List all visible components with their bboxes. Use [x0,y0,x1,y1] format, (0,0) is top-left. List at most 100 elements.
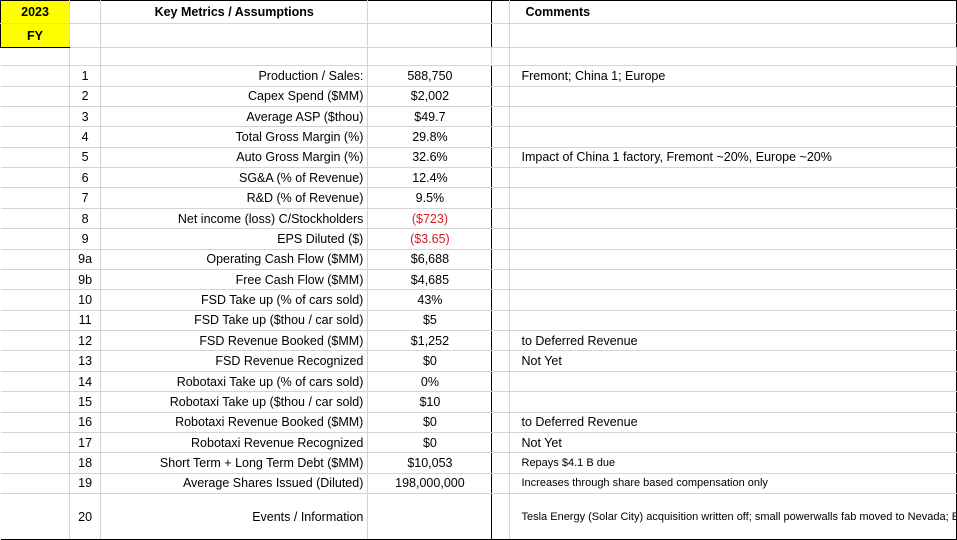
blank-cell[interactable] [0,249,71,270]
value-header-cell[interactable] [367,0,493,25]
metric-label-cell[interactable]: SG&A (% of Revenue) [100,167,369,189]
blank-cell[interactable] [69,23,102,48]
row-number-cell[interactable]: 9b [69,269,102,291]
blank-cell[interactable] [491,411,510,433]
metric-value-cell[interactable]: $0 [367,411,493,433]
comment-cell[interactable] [508,126,957,148]
blank-cell[interactable] [100,46,369,67]
spacer-cell[interactable] [491,0,510,25]
metric-value-cell[interactable]: 29.8% [367,126,493,148]
comment-cell[interactable] [508,310,957,332]
comment-cell[interactable] [508,86,957,107]
metric-label-cell[interactable]: FSD Revenue Recognized [100,350,369,372]
metric-label-cell[interactable]: FSD Revenue Booked ($MM) [100,330,369,352]
metric-value-cell[interactable]: $2,002 [367,86,493,107]
blank-cell[interactable] [0,269,71,291]
comment-cell[interactable] [508,269,957,291]
metric-value-cell[interactable]: $4,685 [367,269,493,291]
metric-label-cell[interactable]: Free Cash Flow ($MM) [100,269,369,291]
row-number-cell[interactable]: 16 [69,411,102,433]
row-number-cell[interactable]: 9 [69,228,102,250]
metric-label-cell[interactable]: Average Shares Issued (Diluted) [100,473,369,495]
metric-value-cell[interactable]: $49.7 [367,106,493,128]
metric-value-cell[interactable]: ($723) [367,208,493,230]
metric-value-cell[interactable]: $10,053 [367,452,493,474]
row-number-cell[interactable]: 14 [69,371,102,393]
metric-value-cell[interactable]: ($3.65) [367,228,493,250]
blank-cell[interactable] [0,493,71,540]
comment-cell[interactable]: Not Yet [508,432,957,454]
blank-cell[interactable] [491,330,510,352]
blank-cell[interactable] [491,310,510,332]
blank-cell[interactable] [0,147,71,169]
year-cell[interactable]: 2023 [0,0,71,25]
metric-value-cell[interactable]: 198,000,000 [367,473,493,495]
metric-value-cell[interactable]: $1,252 [367,330,493,352]
metric-value-cell[interactable] [367,493,493,540]
blank-cell[interactable] [0,228,71,250]
metric-value-cell[interactable]: $5 [367,310,493,332]
metric-label-cell[interactable]: Robotaxi Revenue Booked ($MM) [100,411,369,433]
fy-cell[interactable]: FY [0,23,71,48]
metric-label-cell[interactable]: FSD Take up ($thou / car sold) [100,310,369,332]
metric-value-cell[interactable]: $0 [367,350,493,372]
metrics-title-cell[interactable]: Key Metrics / Assumptions [100,0,369,25]
metric-label-cell[interactable]: EPS Diluted ($) [100,228,369,250]
metric-value-cell[interactable]: 0% [367,371,493,393]
metric-label-cell[interactable]: Total Gross Margin (%) [100,126,369,148]
comment-cell[interactable] [508,289,957,311]
blank-cell[interactable] [0,289,71,311]
blank-cell[interactable] [0,126,71,148]
blank-cell[interactable] [0,167,71,189]
blank-cell[interactable] [491,126,510,148]
metric-label-cell[interactable]: Robotaxi Take up ($thou / car sold) [100,391,369,413]
metric-label-cell[interactable]: R&D (% of Revenue) [100,187,369,209]
blank-cell[interactable] [0,46,71,67]
blank-cell[interactable] [0,187,71,209]
blank-cell[interactable] [491,147,510,169]
metric-label-cell[interactable]: Events / Information [100,493,369,540]
comment-cell[interactable] [508,249,957,270]
blank-cell[interactable] [509,46,957,67]
row-number-cell[interactable]: 15 [69,391,102,413]
metric-value-cell[interactable]: 588,750 [367,65,493,87]
metric-label-cell[interactable]: Average ASP ($thou) [100,106,369,128]
comment-cell[interactable] [508,167,957,189]
row-number-cell[interactable]: 10 [69,289,102,311]
comment-cell[interactable] [508,371,957,393]
blank-cell[interactable] [491,106,510,128]
blank-cell[interactable] [491,167,510,189]
comment-cell[interactable]: Fremont; China 1; Europe [508,65,957,87]
blank-cell[interactable] [0,371,71,393]
blank-cell[interactable] [491,452,510,474]
blank-cell[interactable] [0,411,71,433]
row-number-cell[interactable]: 19 [69,473,102,495]
blank-cell[interactable] [0,391,71,413]
comment-cell[interactable]: to Deferred Revenue [508,411,957,433]
blank-cell[interactable] [491,46,510,67]
comment-cell[interactable] [508,208,957,230]
row-number-cell[interactable]: 7 [69,187,102,209]
blank-cell[interactable] [367,23,493,48]
blank-cell[interactable] [491,473,510,495]
blank-cell[interactable] [100,23,369,48]
row-number-cell[interactable]: 20 [69,493,102,540]
comment-cell[interactable] [508,187,957,209]
metric-label-cell[interactable]: Short Term + Long Term Debt ($MM) [100,452,369,474]
blank-cell[interactable] [491,65,510,87]
comment-cell[interactable]: Tesla Energy (Solar City) acquisition wr… [508,493,957,540]
comment-cell[interactable]: Increases through share based compensati… [508,473,957,495]
blank-cell[interactable] [491,208,510,230]
blank-cell[interactable] [491,432,510,454]
metric-label-cell[interactable]: FSD Take up (% of cars sold) [100,289,369,311]
comment-cell[interactable] [508,228,957,250]
row-number-cell[interactable]: 1 [69,65,102,87]
metric-value-cell[interactable]: 32.6% [367,147,493,169]
blank-cell[interactable] [491,371,510,393]
blank-cell[interactable] [491,391,510,413]
metric-label-cell[interactable]: Net income (loss) C/Stockholders [100,208,369,230]
blank-cell[interactable] [491,86,510,107]
comment-cell[interactable]: to Deferred Revenue [508,330,957,352]
blank-cell[interactable] [0,310,71,332]
blank-cell[interactable] [491,23,510,48]
